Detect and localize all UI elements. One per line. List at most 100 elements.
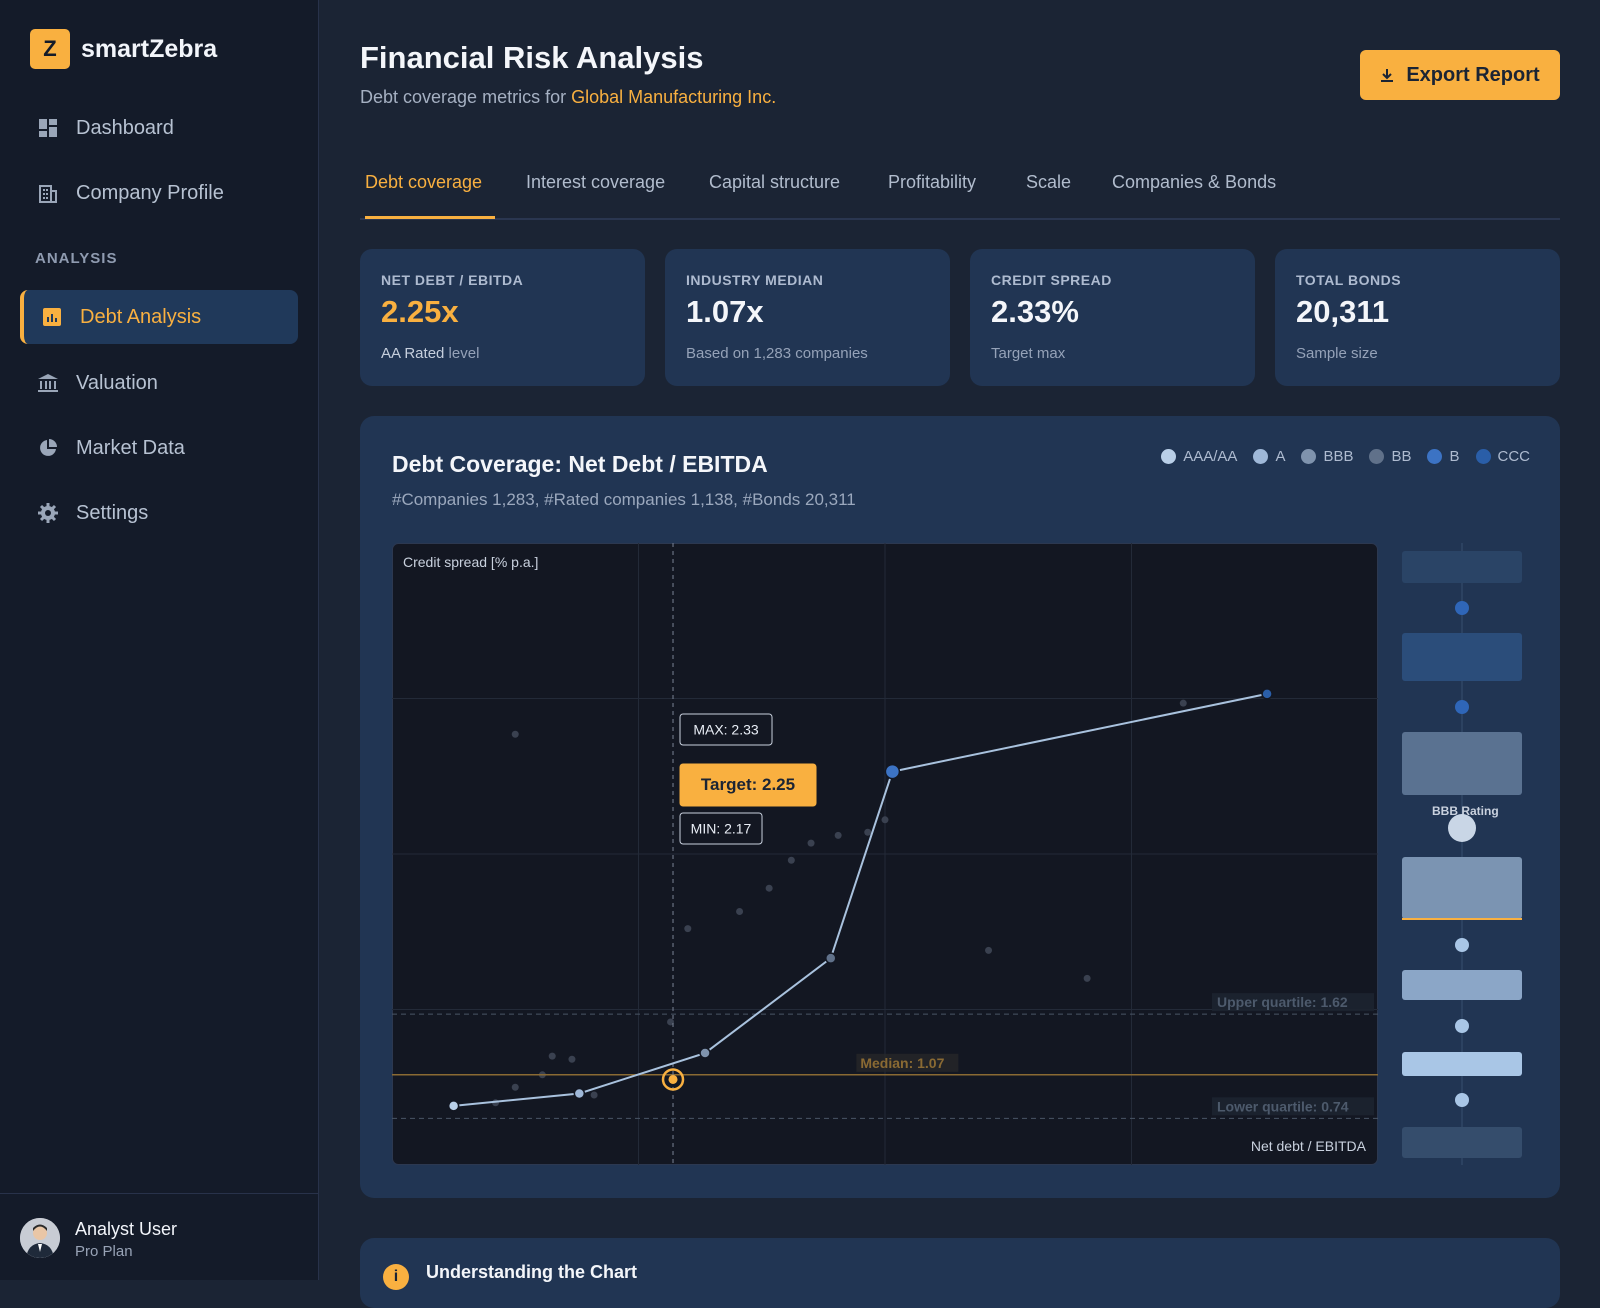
avatar [20, 1218, 60, 1258]
pie-chart-icon [36, 436, 60, 460]
max-label: MAX: 2.33 [693, 722, 759, 738]
chart-legend: AAA/AA A BBB BB B CCC [1145, 448, 1530, 465]
band-rating-label: BBB Rating [1432, 804, 1499, 818]
tab-profitability[interactable]: Profitability [888, 172, 977, 192]
x-axis-label: Net debt / EBITDA [1251, 1138, 1367, 1154]
scatter-point [568, 1055, 576, 1063]
rating-point-a[interactable] [573, 1087, 586, 1100]
rating-band [1402, 1052, 1522, 1076]
rating-point-bbb[interactable] [699, 1047, 711, 1059]
scatter-point [807, 839, 815, 847]
metric-label: NET DEBT / EBITDA [381, 272, 524, 288]
sidebar-item-settings[interactable]: Settings [20, 486, 298, 540]
sidebar-item-debt-analysis[interactable]: Debt Analysis [20, 290, 298, 344]
legend-swatch [1161, 449, 1177, 464]
metric-note: Based on 1,283 companies [686, 345, 868, 362]
target-marker-ring[interactable] [661, 1068, 685, 1091]
user-plan: Pro Plan [75, 1243, 133, 1260]
info-panel: i Understanding the Chart [360, 1238, 1560, 1308]
app-name: smartZebra [81, 34, 218, 63]
band-dot [1455, 938, 1469, 952]
legend-swatch [1253, 449, 1269, 464]
metric-note: AA Rated level [381, 345, 479, 362]
legend-label: A [1275, 448, 1286, 465]
user-profile[interactable]: Analyst User Pro Plan [0, 1193, 318, 1281]
chart-title: Debt Coverage: Net Debt / EBITDA [392, 451, 768, 477]
rating-band [1402, 1127, 1522, 1158]
rating-point-b[interactable] [884, 763, 901, 780]
logo[interactable]: Z smartZebra [30, 29, 217, 69]
page-title: Financial Risk Analysis [360, 40, 704, 75]
quartile-label-bg [1212, 1097, 1374, 1116]
rating-point-ccc[interactable] [1261, 688, 1273, 700]
metric-note-text: level [444, 345, 480, 362]
company-name[interactable]: Global Manufacturing Inc. [571, 87, 777, 107]
page-subtitle: Debt coverage metrics for Global Manufac… [360, 87, 776, 108]
scatter-point [590, 1091, 598, 1099]
scatter-point [511, 1083, 519, 1091]
debt-coverage-chart[interactable]: Upper quartile: 1.62 Median: 1.07 Lower qu… [392, 543, 1378, 1165]
legend-swatch [1369, 449, 1385, 464]
metric-card-industry-median: INDUSTRY MEDIAN 1.07x Based on 1,283 com… [665, 249, 950, 386]
target-label: Target: 2.25 [701, 775, 795, 794]
rating-band-sidebar: BBB Rating [1402, 543, 1522, 1165]
rating-band [1402, 633, 1522, 681]
band-dot [1455, 1019, 1469, 1033]
export-label: Export Report [1406, 63, 1540, 86]
bar-chart-icon [40, 305, 64, 329]
tab-bar: Debt coverage Interest coverage Capital … [360, 158, 1560, 220]
scatter-point [667, 1018, 675, 1026]
scatter-point [765, 884, 773, 892]
nav-section-analysis: ANALYSIS [35, 250, 118, 267]
legend-label: BB [1391, 448, 1412, 465]
scatter-point [548, 1052, 556, 1060]
metric-note: Sample size [1296, 345, 1378, 362]
chart-panel: Debt Coverage: Net Debt / EBITDA #Compan… [360, 416, 1560, 1198]
rating-point-bb[interactable] [825, 952, 837, 964]
rating-band [1402, 857, 1522, 919]
sidebar: Z smartZebra Dashboard Company Profile A… [0, 0, 319, 1280]
y-axis-label: Credit spread [% p.a.] [403, 554, 538, 570]
sidebar-item-dashboard[interactable]: Dashboard [20, 101, 298, 155]
info-title: Understanding the Chart [426, 1262, 638, 1282]
sidebar-item-label: Debt Analysis [80, 305, 202, 328]
download-icon [1380, 68, 1394, 82]
sidebar-item-market-data[interactable]: Market Data [20, 421, 298, 475]
min-label-box [679, 812, 763, 845]
scatter-point [736, 908, 744, 916]
sidebar-item-label: Company Profile [76, 181, 224, 204]
metric-card-credit-spread: CREDIT SPREAD 2.33% Target max [970, 249, 1255, 386]
rating-point-aaa-aa[interactable] [447, 1100, 460, 1112]
tab-debt-coverage[interactable]: Debt coverage [365, 172, 495, 219]
median-label: Median: 1.07 [860, 1055, 944, 1071]
sidebar-item-valuation[interactable]: Valuation [20, 356, 298, 410]
sidebar-item-company-profile[interactable]: Company Profile [20, 166, 298, 220]
target-marker-dot[interactable] [668, 1074, 678, 1084]
metric-value: 20,311 [1296, 294, 1390, 329]
legend-label: BBB [1323, 448, 1354, 465]
legend-item: B [1427, 448, 1460, 465]
metric-note: Target max [991, 345, 1066, 362]
scatter-point [787, 856, 795, 864]
legend-item: AAA/AA [1161, 448, 1237, 465]
metric-note-strong: AA Rated [381, 345, 445, 362]
band-dot [1455, 601, 1469, 615]
metric-card-net-debt-ebitda: NET DEBT / EBITDA 2.25x AA Rated level [360, 249, 645, 386]
legend-label: CCC [1497, 448, 1531, 465]
rating-band [1402, 970, 1522, 1000]
tab-companies-bonds[interactable]: Companies & Bonds [1112, 172, 1277, 192]
building-icon [36, 181, 60, 205]
rating-band [1402, 551, 1522, 583]
rating-curve-line [453, 692, 1268, 1107]
median-label-bg [856, 1053, 959, 1072]
gear-icon [36, 501, 60, 525]
tab-scale[interactable]: Scale [1026, 172, 1072, 192]
metric-label: TOTAL BONDS [1296, 272, 1402, 288]
legend-swatch [1475, 449, 1491, 464]
tab-capital-structure[interactable]: Capital structure [709, 172, 841, 192]
export-report-button[interactable]: Export Report [1360, 50, 1560, 100]
legend-label: AAA/AA [1183, 448, 1238, 465]
tab-interest-coverage[interactable]: Interest coverage [526, 172, 666, 192]
metric-label: INDUSTRY MEDIAN [686, 272, 824, 288]
sidebar-item-label: Dashboard [76, 116, 174, 139]
